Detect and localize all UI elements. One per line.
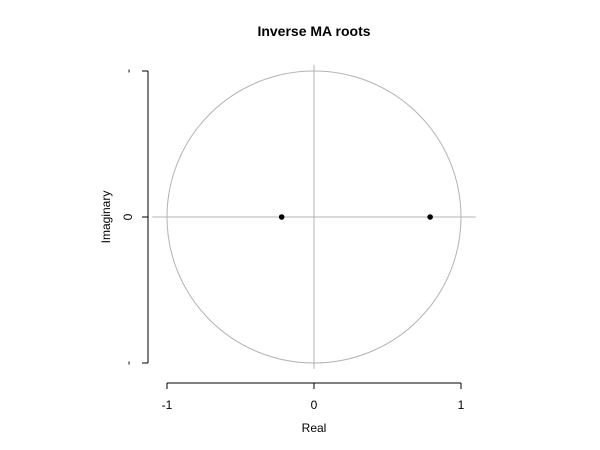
y-tick-label: - <box>121 69 135 73</box>
y-tick-label: - <box>121 361 135 365</box>
x-tick-label: 0 <box>311 398 318 412</box>
x-tick-label: 1 <box>458 398 465 412</box>
root-point <box>278 214 285 220</box>
chart-title: Inverse MA roots <box>257 23 370 39</box>
y-tick-label: 0 <box>121 213 135 220</box>
x-tick-label: -1 <box>162 398 173 412</box>
y-axis-label: Imaginary <box>99 191 113 244</box>
root-point <box>427 214 433 220</box>
x-axis-label: Real <box>302 421 327 435</box>
